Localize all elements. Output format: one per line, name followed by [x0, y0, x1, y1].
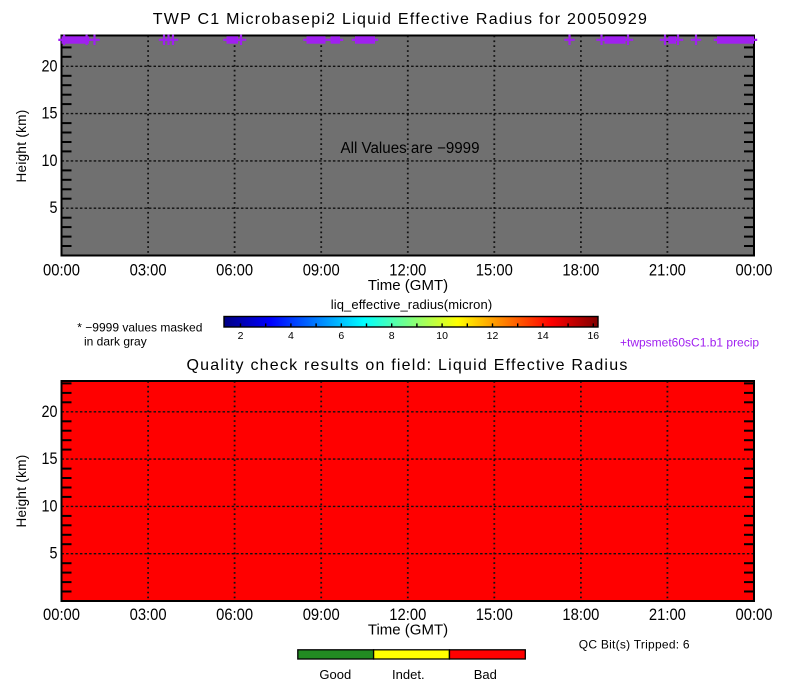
svg-text:10: 10 [436, 330, 448, 342]
svg-text:Height (km): Height (km) [14, 109, 29, 182]
svg-text:20: 20 [42, 403, 58, 421]
svg-text:10: 10 [42, 152, 58, 170]
svg-text:18:00: 18:00 [562, 606, 599, 624]
svg-text:00:00: 00:00 [736, 261, 773, 279]
svg-text:06:00: 06:00 [216, 606, 253, 624]
svg-text:12:00: 12:00 [389, 606, 426, 624]
svg-text:10: 10 [42, 497, 58, 515]
svg-text:15:00: 15:00 [476, 261, 513, 279]
svg-text:Bad: Bad [474, 667, 497, 682]
svg-text:18:00: 18:00 [562, 261, 599, 279]
svg-text:8: 8 [389, 330, 395, 342]
svg-text:Time (GMT): Time (GMT) [368, 277, 448, 294]
svg-text:12: 12 [487, 330, 499, 342]
svg-text:15: 15 [42, 450, 58, 468]
svg-text:Height (km): Height (km) [14, 454, 29, 527]
svg-text:QC Bit(s) Tripped: 6: QC Bit(s) Tripped: 6 [579, 638, 690, 652]
svg-text:TWP C1 Microbasepi2 Liquid Eff: TWP C1 Microbasepi2 Liquid Effective Rad… [153, 11, 648, 28]
svg-text:14: 14 [537, 330, 549, 342]
svg-text:5: 5 [50, 199, 58, 217]
svg-text:4: 4 [288, 330, 294, 342]
svg-text:Time (GMT): Time (GMT) [368, 622, 448, 639]
svg-text:All Values are −9999: All Values are −9999 [341, 140, 480, 157]
svg-text:00:00: 00:00 [43, 606, 80, 624]
svg-text:21:00: 21:00 [649, 606, 686, 624]
svg-text:* −9999 values masked: * −9999 values masked [77, 321, 202, 335]
svg-text:09:00: 09:00 [303, 261, 340, 279]
svg-text:2: 2 [238, 330, 244, 342]
svg-text:00:00: 00:00 [736, 606, 773, 624]
svg-text:12:00: 12:00 [389, 261, 426, 279]
svg-text:Good: Good [319, 667, 351, 682]
svg-text:06:00: 06:00 [216, 261, 253, 279]
svg-text:15:00: 15:00 [476, 606, 513, 624]
svg-text:09:00: 09:00 [303, 606, 340, 624]
svg-text:+twpsmet60sC1.b1 precip: +twpsmet60sC1.b1 precip [620, 335, 759, 349]
svg-text:03:00: 03:00 [130, 606, 167, 624]
svg-text:Quality check results on field: Quality check results on field: Liquid E… [186, 357, 628, 374]
svg-text:16: 16 [587, 330, 599, 342]
svg-text:6: 6 [338, 330, 344, 342]
svg-text:5: 5 [50, 545, 58, 563]
svg-text:Indet.: Indet. [392, 667, 425, 682]
svg-text:00:00: 00:00 [43, 261, 80, 279]
svg-text:21:00: 21:00 [649, 261, 686, 279]
svg-text:liq_effective_radius(micron): liq_effective_radius(micron) [331, 297, 493, 312]
svg-text:15: 15 [42, 105, 58, 123]
svg-text:in dark gray: in dark gray [84, 335, 147, 349]
svg-text:03:00: 03:00 [130, 261, 167, 279]
svg-text:20: 20 [42, 57, 58, 75]
